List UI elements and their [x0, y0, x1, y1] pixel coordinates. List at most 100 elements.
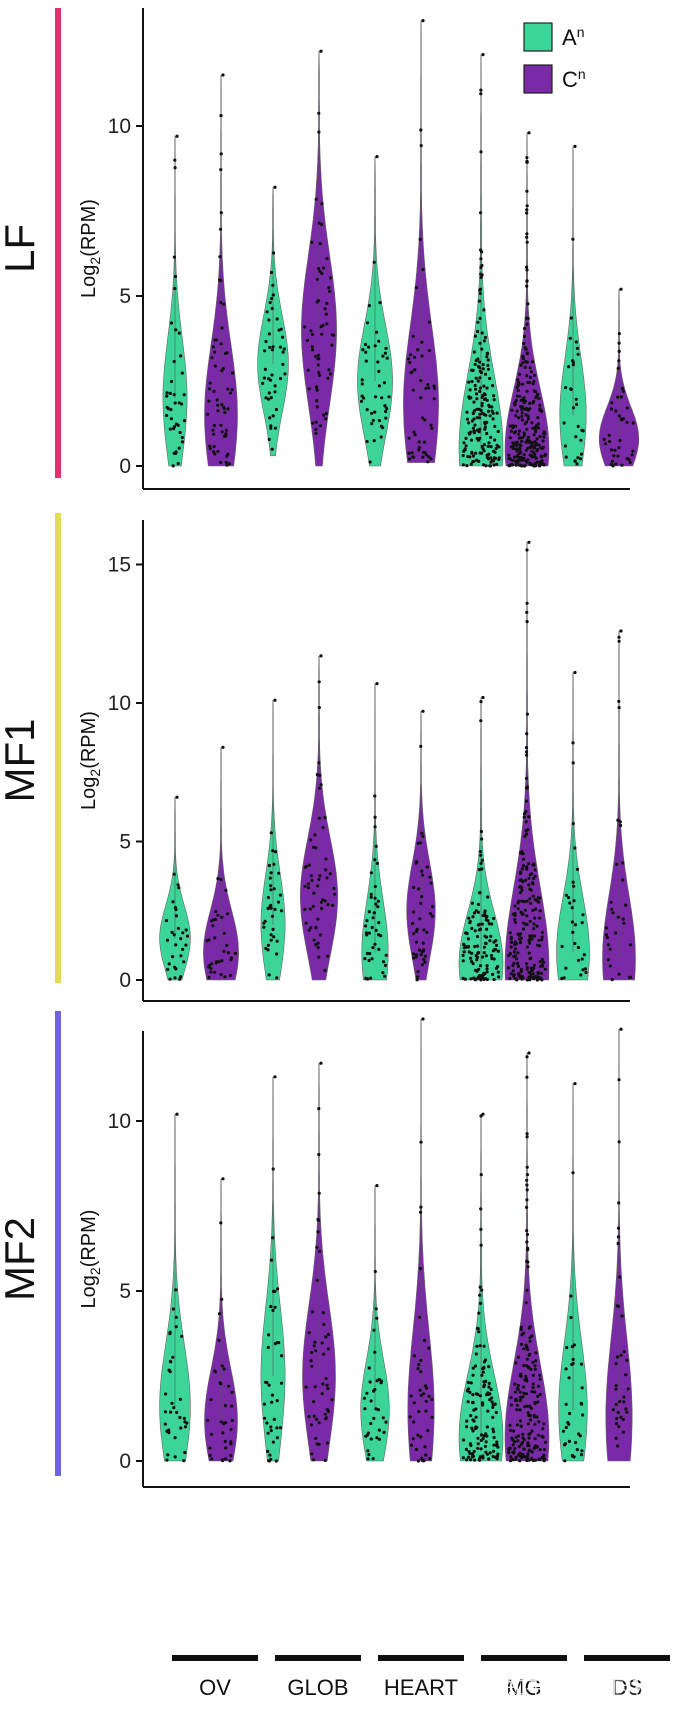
data-point	[528, 919, 532, 924]
data-point	[516, 458, 520, 462]
data-point	[185, 934, 190, 938]
data-point	[315, 277, 319, 281]
data-point	[470, 951, 474, 956]
data-point	[579, 1453, 584, 1457]
data-point	[165, 394, 169, 398]
data-point	[513, 917, 517, 922]
data-point	[516, 907, 520, 911]
data-point	[315, 385, 319, 389]
data-point	[531, 908, 535, 913]
data-point	[374, 1307, 378, 1311]
legend-swatch-an	[523, 22, 553, 52]
data-point	[412, 1401, 416, 1405]
data-point	[478, 366, 482, 370]
data-point	[525, 967, 529, 971]
data-point	[214, 909, 218, 914]
data-point	[427, 455, 431, 459]
data-point-max	[319, 49, 323, 53]
data-point	[211, 924, 215, 928]
data-point	[528, 978, 532, 982]
data-point	[480, 858, 484, 862]
data-point	[522, 341, 526, 346]
data-point	[219, 1221, 223, 1225]
data-point	[205, 939, 209, 943]
data-point	[432, 397, 436, 401]
data-point	[523, 908, 528, 912]
data-point	[303, 884, 307, 888]
data-point-max	[421, 709, 425, 713]
data-point	[610, 459, 615, 463]
data-point	[377, 369, 381, 373]
data-point	[526, 1347, 530, 1352]
data-point	[494, 446, 498, 451]
data-point	[281, 362, 285, 366]
data-point	[219, 342, 223, 346]
data-point	[494, 1410, 498, 1415]
data-point	[622, 921, 626, 925]
data-point	[516, 932, 520, 936]
data-point	[518, 1419, 523, 1423]
data-point	[362, 1396, 366, 1400]
data-point	[220, 326, 224, 330]
data-point	[520, 912, 525, 916]
data-point	[419, 1205, 423, 1209]
data-point	[518, 1459, 522, 1463]
data-point	[211, 428, 215, 432]
data-point	[173, 166, 177, 170]
data-point	[461, 1456, 465, 1460]
data-point	[528, 462, 532, 466]
data-point	[471, 915, 475, 919]
data-point	[508, 931, 512, 935]
data-point	[171, 1307, 175, 1311]
data-point	[487, 1385, 491, 1389]
data-point	[482, 412, 486, 416]
data-point	[518, 1398, 522, 1403]
data-point	[483, 397, 487, 401]
data-point	[230, 1404, 234, 1408]
data-point	[521, 857, 526, 862]
data-point	[414, 929, 419, 934]
data-point	[521, 1395, 525, 1399]
data-point	[474, 387, 478, 391]
data-point	[419, 1370, 423, 1374]
data-point	[524, 746, 529, 750]
data-point	[528, 941, 532, 945]
data-point	[327, 368, 331, 372]
data-point	[479, 700, 483, 704]
data-point	[525, 438, 529, 442]
data-point	[365, 919, 369, 923]
data-point	[571, 1171, 575, 1175]
data-point	[209, 970, 213, 974]
data-point	[311, 421, 315, 425]
data-point	[475, 407, 479, 411]
data-point	[606, 943, 611, 947]
data-point	[525, 732, 529, 736]
data-point	[626, 1387, 630, 1391]
data-point	[325, 322, 329, 326]
data-point	[171, 1355, 175, 1359]
data-point	[510, 1436, 514, 1440]
data-point	[564, 1402, 568, 1406]
data-point	[369, 871, 373, 875]
data-point	[172, 872, 176, 876]
data-point	[277, 871, 281, 875]
data-point	[507, 953, 511, 958]
panel-label-mf1: MF1	[0, 719, 43, 803]
data-point-max	[527, 1051, 531, 1055]
data-point	[528, 1325, 532, 1329]
data-point	[526, 1248, 530, 1252]
data-point	[469, 1381, 473, 1385]
data-point	[533, 934, 537, 938]
violin-mf1-ov-cn-points	[205, 745, 238, 980]
data-point	[479, 275, 483, 279]
data-point	[571, 761, 575, 765]
data-point	[519, 1325, 523, 1329]
data-point	[571, 237, 575, 241]
data-point	[226, 407, 230, 411]
data-point	[267, 391, 271, 395]
data-point	[510, 408, 514, 412]
data-point	[478, 1285, 482, 1289]
data-point	[316, 884, 320, 888]
data-point	[526, 435, 531, 439]
data-point	[525, 1364, 529, 1368]
